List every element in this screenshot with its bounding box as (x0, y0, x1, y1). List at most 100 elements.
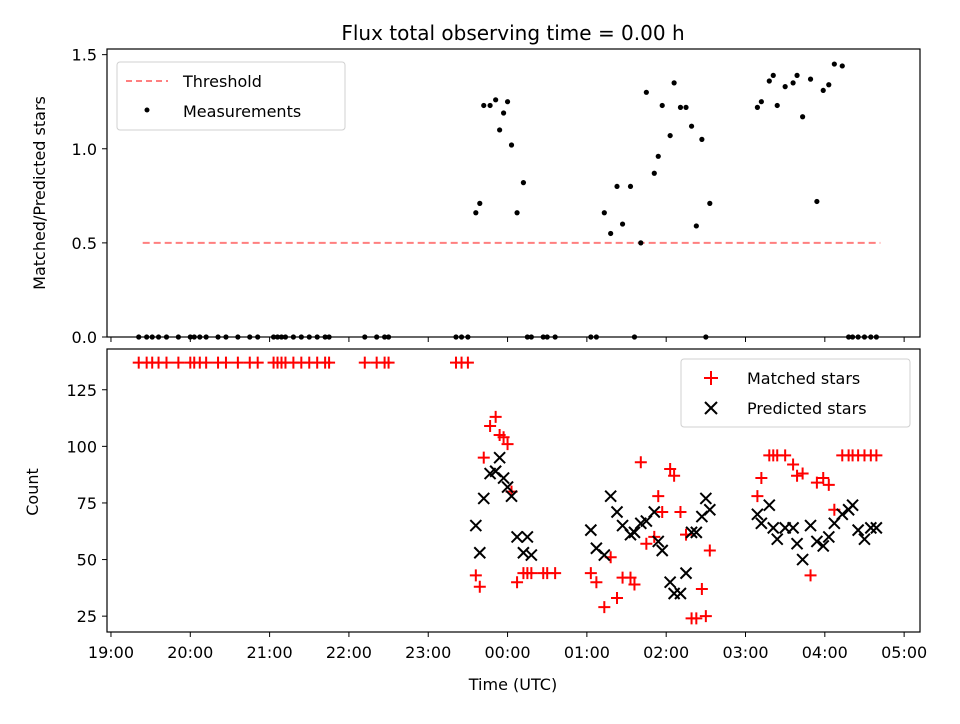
predicted-star-point (846, 499, 859, 512)
predicted-star-point (790, 537, 804, 550)
measurement-point (374, 334, 380, 340)
x-tick-label: 01:00 (564, 643, 610, 662)
top-y-label: Matched/Predicted stars (30, 96, 49, 290)
bottom-axis-ticks: 19:00 20:00 21:00 22:00 23:00 00:00 01:00 02:00… (66, 381, 927, 662)
predicted-star-point (584, 523, 598, 537)
bottom-y-tick-label: 50 (77, 551, 97, 570)
matched-star-point (489, 410, 502, 423)
matched-star-point (787, 458, 800, 471)
predicted-star-point (755, 517, 768, 530)
measurement-point (290, 334, 296, 340)
measurement-point (667, 132, 673, 139)
measurement-point (643, 89, 649, 95)
top-y-tick-label: 1.0 (72, 140, 97, 159)
matched-star-point (755, 472, 768, 485)
measurement-point (500, 110, 507, 116)
matched-star-point (525, 567, 538, 580)
matched-star-point (172, 356, 185, 369)
matched-star-point (461, 356, 474, 369)
measurement-point (601, 210, 607, 216)
legend-measurement-swatch (144, 107, 150, 113)
matched-star-point (484, 419, 497, 432)
matched-star-point (656, 506, 669, 519)
matched-star-point (695, 582, 708, 595)
measurement-point (770, 72, 776, 78)
measurement-point (782, 84, 788, 90)
matched-star-point (810, 476, 823, 489)
measurement-point (703, 334, 709, 340)
measurement-point (814, 198, 820, 205)
measurement-point (540, 334, 546, 340)
predicted-star-point (477, 492, 490, 505)
measurement-point (453, 334, 459, 340)
bottom-y-tick-label: 75 (77, 494, 97, 513)
predicted-star-point (598, 548, 611, 562)
bottom-axes-frame (106, 348, 921, 633)
measurement-point (614, 183, 620, 190)
predicted-star-point (864, 521, 878, 535)
x-tick-label: 20:00 (167, 643, 213, 662)
predicted-star-point (699, 492, 713, 505)
measurement-point (314, 334, 320, 340)
measurement-point (223, 334, 229, 340)
measurement-point (144, 334, 150, 340)
predicted-star-point (786, 521, 800, 535)
matched-star-point (652, 490, 665, 503)
measurement-point (800, 114, 806, 120)
measurement-point (820, 87, 826, 94)
measurement-point (155, 334, 162, 340)
x-tick-label: 21:00 (247, 643, 293, 662)
predicted-star-point (767, 521, 780, 535)
predicted-star-point (870, 521, 883, 535)
predicted-star-point (796, 553, 809, 566)
bottom-y-tick-label: 125 (66, 381, 97, 400)
predicted-star-point (822, 530, 835, 544)
predicted-star-point (810, 535, 824, 548)
predicted-star-point (505, 489, 518, 503)
bottom-y-label: Count (23, 468, 42, 516)
measurement-point (255, 334, 261, 340)
measurement-point (362, 334, 368, 340)
matched-star-point (796, 467, 809, 480)
measurement-point (774, 102, 780, 109)
matched-star-point (219, 356, 232, 369)
matched-star-point (791, 469, 804, 482)
predicted-star-point (836, 508, 849, 521)
matched-star-point (751, 490, 764, 503)
measurement-point (465, 334, 471, 340)
bottom-y-tick-label: 100 (66, 437, 97, 456)
measurement-point (163, 334, 170, 340)
measurement-point (683, 104, 689, 110)
predicted-star-point (473, 546, 486, 559)
matched-star-point (628, 578, 641, 591)
measurement-point (544, 334, 550, 340)
matched-star-point (200, 356, 213, 369)
top-plot-area (136, 61, 881, 340)
legend-matched-label: Matched stars (747, 369, 860, 388)
x-tick-label: 23:00 (405, 643, 451, 662)
measurement-point (693, 223, 699, 229)
matched-star-point (382, 356, 395, 369)
measurement-point (203, 334, 209, 340)
measurement-point (766, 78, 772, 84)
matched-star-point (160, 356, 173, 369)
bottom-plot-area (132, 356, 883, 625)
matched-star-point (624, 571, 637, 584)
matched-star-point (477, 451, 490, 464)
predicted-star-point (652, 535, 665, 548)
legend-predicted-swatch (704, 401, 718, 415)
measurement-point (651, 170, 657, 176)
measurement-point (149, 334, 155, 340)
x-axis-label: Time (UTC) (468, 675, 557, 694)
x-tick-label: 04:00 (802, 643, 848, 662)
predicted-star-point (817, 539, 830, 553)
predicted-star-point (679, 566, 693, 580)
measurement-point (627, 183, 634, 190)
matched-star-point (231, 356, 244, 369)
matched-star-point (549, 567, 562, 580)
predicted-star-point (703, 503, 717, 516)
measurement-point (707, 200, 713, 206)
measurement-point (846, 334, 852, 340)
top-y-tick-label: 0.5 (72, 234, 97, 253)
